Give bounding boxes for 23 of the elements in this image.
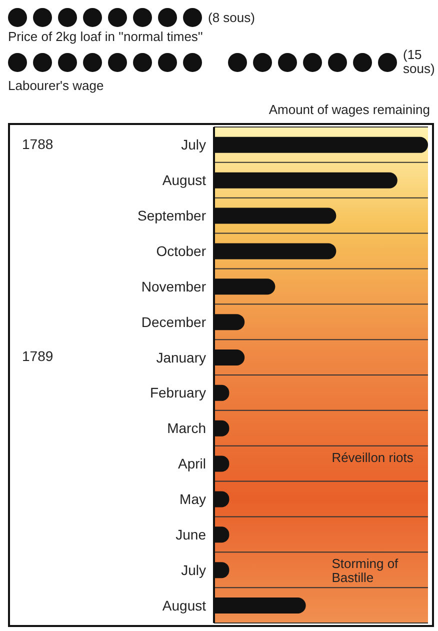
- text: Labourer's wage: [8, 78, 105, 93]
- text: Price of 2kg loaf in ''normal times'': [8, 29, 204, 44]
- y-tick-label: November: [141, 278, 206, 294]
- y-tick-label: September: [138, 208, 206, 224]
- text: 1789: [22, 348, 54, 364]
- y-tick-label: March: [167, 420, 206, 436]
- text: (15 sous): [403, 47, 435, 76]
- y-tick-label: August: [162, 597, 206, 614]
- y-tick-label: October: [156, 242, 206, 259]
- y-tick-label: January: [156, 349, 206, 366]
- y-tick-label: July: [181, 136, 206, 153]
- y-tick-label: June: [176, 526, 206, 542]
- y-tick-label: February: [150, 384, 206, 401]
- annotation: Réveillon riots: [332, 450, 414, 465]
- text: Amount of wages remaining: [268, 102, 430, 117]
- annotation: Storming of Bastille: [332, 556, 400, 586]
- y-tick-label: August: [162, 172, 206, 188]
- text: 1788: [22, 136, 54, 152]
- text: (8 sous): [208, 10, 255, 25]
- y-tick-label: May: [180, 490, 206, 507]
- y-tick-label: December: [141, 314, 206, 330]
- y-tick-label: April: [178, 456, 206, 472]
- y-tick-label: July: [181, 562, 206, 578]
